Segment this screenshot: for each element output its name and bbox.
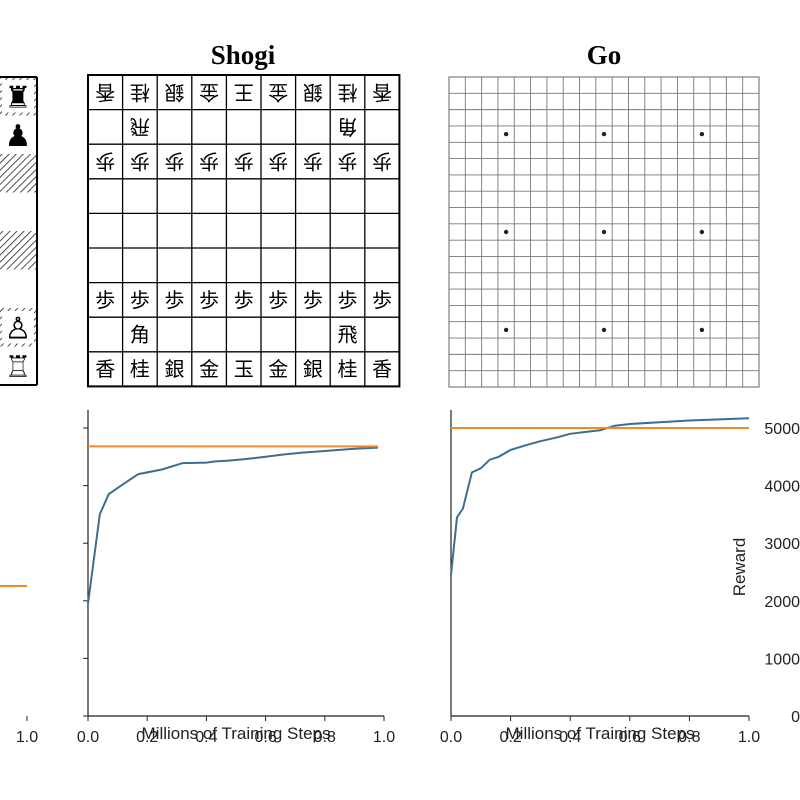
shogi-piece: 玉 xyxy=(234,357,254,381)
y-tick-label: 2000 xyxy=(764,594,800,611)
go-star-point xyxy=(601,229,607,235)
x-tick-label: 1.0 xyxy=(16,729,38,746)
shogi-piece: 香 xyxy=(372,357,392,381)
shogi-piece: 歩 xyxy=(234,288,254,312)
shogi-piece: 角 xyxy=(338,115,358,139)
y-tick-label: 0 xyxy=(791,709,800,726)
x-tick-label: 0.2 xyxy=(136,729,158,746)
go-star-point xyxy=(699,327,705,333)
y-tick-label: 3000 xyxy=(764,536,800,553)
chess-white-rook: ♖ xyxy=(5,350,32,385)
x-tick-label: 0.0 xyxy=(77,729,99,746)
y-tick-label: 5000 xyxy=(764,421,800,438)
shogi-piece: 桂 xyxy=(130,357,150,381)
shogi-piece: 歩 xyxy=(199,150,219,174)
shogi-piece: 香 xyxy=(372,80,392,104)
y-tick-label: 1000 xyxy=(764,651,800,668)
go-star-point xyxy=(503,229,509,235)
shogi-piece: 歩 xyxy=(95,288,115,312)
shogi-piece: 金 xyxy=(268,80,288,104)
training-line xyxy=(450,417,750,576)
shogi-piece: 金 xyxy=(199,80,219,104)
shogi-piece: 飛 xyxy=(338,323,358,347)
shogi-piece: 歩 xyxy=(338,150,358,174)
x-tick-label: 0.4 xyxy=(559,729,581,746)
chess-piece-bg xyxy=(2,349,34,382)
y-tick-label: 4000 xyxy=(764,479,800,496)
chess-piece-bg xyxy=(2,80,34,113)
shogi-piece: 香 xyxy=(95,357,115,381)
shogi-piece: 歩 xyxy=(234,150,254,174)
x-tick-label: 0.6 xyxy=(619,729,641,746)
y-axis-label: Reward xyxy=(730,538,749,597)
x-axis-label: Millions of Training Steps xyxy=(142,724,331,743)
go-star-point xyxy=(699,131,705,137)
shogi-piece: 歩 xyxy=(268,288,288,312)
shogi-piece: 歩 xyxy=(372,288,392,312)
x-tick-label: 0.8 xyxy=(314,729,336,746)
shogi-piece: 銀 xyxy=(303,357,323,381)
go-star-point xyxy=(601,131,607,137)
chess-black-pawn: ♟ xyxy=(5,119,32,154)
shogi-piece: 歩 xyxy=(338,288,358,312)
chess-square-dark xyxy=(0,154,37,193)
shogi-title: Shogi xyxy=(211,40,276,70)
x-tick-label: 1.0 xyxy=(373,729,395,746)
x-tick-label: 0.0 xyxy=(440,729,462,746)
chess-black-rook: ♜ xyxy=(5,80,32,115)
x-tick-label: 0.6 xyxy=(254,729,276,746)
shogi-piece: 香 xyxy=(95,80,115,104)
go-star-point xyxy=(503,131,509,137)
shogi-piece: 桂 xyxy=(338,80,358,104)
chess-piece-bg xyxy=(2,118,34,151)
shogi-piece: 桂 xyxy=(130,80,150,104)
shogi-piece: 王 xyxy=(234,80,254,104)
shogi-piece: 歩 xyxy=(130,150,150,174)
chess-board: ♜ ♟ ♙ ♖ xyxy=(0,76,38,386)
shogi-piece: 歩 xyxy=(303,150,323,174)
shogi-piece: 歩 xyxy=(165,288,185,312)
shogi-piece: 飛 xyxy=(130,115,150,139)
shogi-piece: 歩 xyxy=(165,150,185,174)
x-tick-label: 1.0 xyxy=(738,729,760,746)
shogi-piece: 歩 xyxy=(372,150,392,174)
shogi-board: 香桂銀金王金銀桂香飛 角歩歩歩歩歩歩歩歩歩歩歩歩歩歩歩歩歩歩角 飛香桂銀金玉金銀桂香 xyxy=(87,74,401,388)
shogi-piece: 歩 xyxy=(268,150,288,174)
go-reward-chart: 0.0 0.2 0.4 0.6 0.8 1.0 0 1000 2000 3000 4000 5000 M… xyxy=(440,410,800,746)
training-line xyxy=(87,446,379,604)
go-board xyxy=(448,76,760,388)
go-star-point xyxy=(601,327,607,333)
shogi-piece: 銀 xyxy=(165,80,185,104)
shogi-piece: 金 xyxy=(199,357,219,381)
x-tick-label: 0.2 xyxy=(499,729,521,746)
x-tick-label: 0.4 xyxy=(195,729,217,746)
x-tick-label: 0.8 xyxy=(678,729,700,746)
x-axis-label: Millions of Training Steps xyxy=(506,724,695,743)
go-star-point xyxy=(699,229,705,235)
shogi-piece: 銀 xyxy=(165,357,185,381)
chess-reward-chart: 1.0 xyxy=(0,585,38,746)
go-title: Go xyxy=(587,40,622,70)
shogi-piece: 桂 xyxy=(338,357,358,381)
shogi-piece: 銀 xyxy=(303,80,323,104)
shogi-reward-chart: 0.0 0.2 0.4 0.6 0.8 1.0 Millions of Training S… xyxy=(77,410,395,746)
shogi-piece: 歩 xyxy=(130,288,150,312)
chess-piece-bg xyxy=(2,311,34,344)
shogi-piece: 歩 xyxy=(199,288,219,312)
shogi-piece: 角 xyxy=(130,323,150,347)
shogi-board-frame xyxy=(87,74,401,388)
chess-white-pawn: ♙ xyxy=(5,311,32,346)
shogi-piece: 歩 xyxy=(95,150,115,174)
chess-square-dark xyxy=(0,231,37,270)
go-star-point xyxy=(503,327,509,333)
shogi-piece: 歩 xyxy=(303,288,323,312)
shogi-piece: 金 xyxy=(268,357,288,381)
